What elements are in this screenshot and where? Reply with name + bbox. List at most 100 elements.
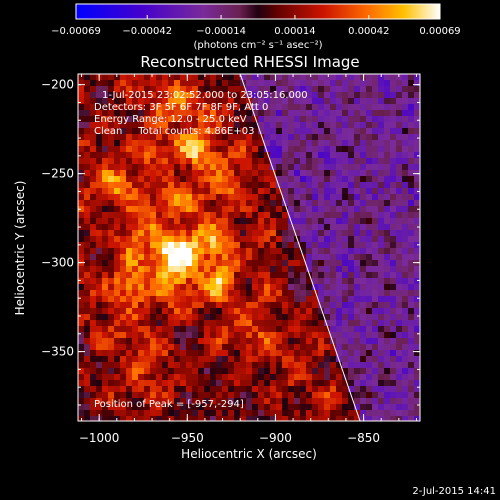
heatmap-cell <box>126 362 133 369</box>
heatmap-cell <box>330 410 337 417</box>
heatmap-cell <box>336 278 343 285</box>
heatmap-cell <box>162 80 169 87</box>
heatmap-cell <box>246 152 253 159</box>
heatmap-cell <box>228 170 235 177</box>
heatmap-cell <box>156 146 163 153</box>
heatmap-cell <box>252 326 259 333</box>
heatmap-cell <box>102 194 109 201</box>
heatmap-cell <box>78 98 85 105</box>
heatmap-cell <box>408 116 415 123</box>
heatmap-cell <box>192 296 199 303</box>
heatmap-cell <box>408 338 415 345</box>
heatmap-cell <box>354 314 361 321</box>
heatmap-cell <box>78 176 85 183</box>
heatmap-cell <box>108 224 115 231</box>
heatmap-cell <box>210 170 217 177</box>
heatmap-cell <box>318 164 325 171</box>
heatmap-cell <box>318 116 325 123</box>
heatmap-cell <box>222 182 229 189</box>
heatmap-cell <box>384 74 391 81</box>
heatmap-cell <box>138 278 145 285</box>
heatmap-cell <box>150 146 157 153</box>
heatmap-cell <box>270 248 277 255</box>
heatmap-cell <box>180 74 187 81</box>
heatmap-cell <box>264 398 271 405</box>
heatmap-cell <box>192 314 199 321</box>
heatmap-cell <box>228 224 235 231</box>
heatmap-cell <box>120 170 127 177</box>
heatmap-cell <box>102 140 109 147</box>
heatmap-cell <box>150 80 157 87</box>
heatmap-cell <box>114 290 121 297</box>
heatmap-cell <box>138 272 145 279</box>
heatmap-cell <box>390 122 397 129</box>
y-axis-ticks: −200−250−300−350 <box>41 78 420 406</box>
heatmap-cell <box>102 146 109 153</box>
heatmap-cell <box>384 236 391 243</box>
heatmap-cell <box>108 140 115 147</box>
heatmap-cell <box>366 272 373 279</box>
heatmap-cell <box>120 242 127 249</box>
heatmap-cell <box>294 140 301 147</box>
heatmap-cell <box>150 152 157 159</box>
heatmap-cell <box>222 338 229 345</box>
heatmap-cell <box>102 416 109 421</box>
heatmap-cell <box>228 104 235 111</box>
heatmap-cell <box>132 362 139 369</box>
heatmap-cell <box>138 224 145 231</box>
heatmap-cell <box>228 410 235 417</box>
heatmap-cell <box>204 392 211 399</box>
heatmap-cell <box>198 416 205 421</box>
heatmap-cell <box>216 368 223 375</box>
heatmap-cell <box>228 176 235 183</box>
heatmap-cell <box>246 344 253 351</box>
heatmap-cell <box>168 374 175 381</box>
heatmap-cell <box>318 404 325 411</box>
heatmap-cell <box>186 128 193 135</box>
heatmap-cell <box>378 368 385 375</box>
heatmap-cell <box>156 326 163 333</box>
heatmap-cell <box>252 266 259 273</box>
heatmap-cell <box>186 122 193 129</box>
heatmap-cell <box>342 74 349 81</box>
heatmap-cell <box>300 416 307 421</box>
heatmap-cell <box>402 230 409 237</box>
heatmap-cell <box>168 326 175 333</box>
heatmap-cell <box>390 86 397 93</box>
heatmap-cell <box>270 194 277 201</box>
heatmap-cell <box>174 410 181 417</box>
heatmap-cell <box>204 254 211 261</box>
heatmap-cell <box>228 344 235 351</box>
heatmap-cell <box>120 284 127 291</box>
heatmap-cell <box>360 212 367 219</box>
heatmap-cell <box>354 110 361 117</box>
heatmap-cell <box>276 350 283 357</box>
heatmap-cell <box>132 158 139 165</box>
heatmap-cell <box>144 398 151 405</box>
heatmap-cell <box>168 200 175 207</box>
heatmap-cell <box>384 134 391 141</box>
heatmap-cell <box>90 338 97 345</box>
heatmap-cell <box>240 224 247 231</box>
heatmap-cell <box>282 206 289 213</box>
heatmap-cell <box>390 248 397 255</box>
heatmap-cell <box>138 404 145 411</box>
heatmap-cell <box>114 368 121 375</box>
heatmap-cell <box>198 218 205 225</box>
heatmap-cell <box>204 188 211 195</box>
heatmap-cell <box>264 332 271 339</box>
heatmap-cell <box>240 146 247 153</box>
heatmap-cell <box>264 74 271 81</box>
annotation-clean: Clean Total counts: 4.86E+03 <box>94 126 254 137</box>
heatmap-cell <box>144 80 151 87</box>
heatmap-cell <box>252 248 259 255</box>
heatmap-cell <box>360 218 367 225</box>
heatmap-cell <box>378 218 385 225</box>
heatmap-cell <box>114 398 121 405</box>
heatmap-cell <box>162 392 169 399</box>
heatmap-cell <box>288 284 295 291</box>
heatmap-cell <box>204 332 211 339</box>
heatmap-cell <box>264 98 271 105</box>
heatmap-cell <box>372 248 379 255</box>
heatmap-cell <box>162 290 169 297</box>
